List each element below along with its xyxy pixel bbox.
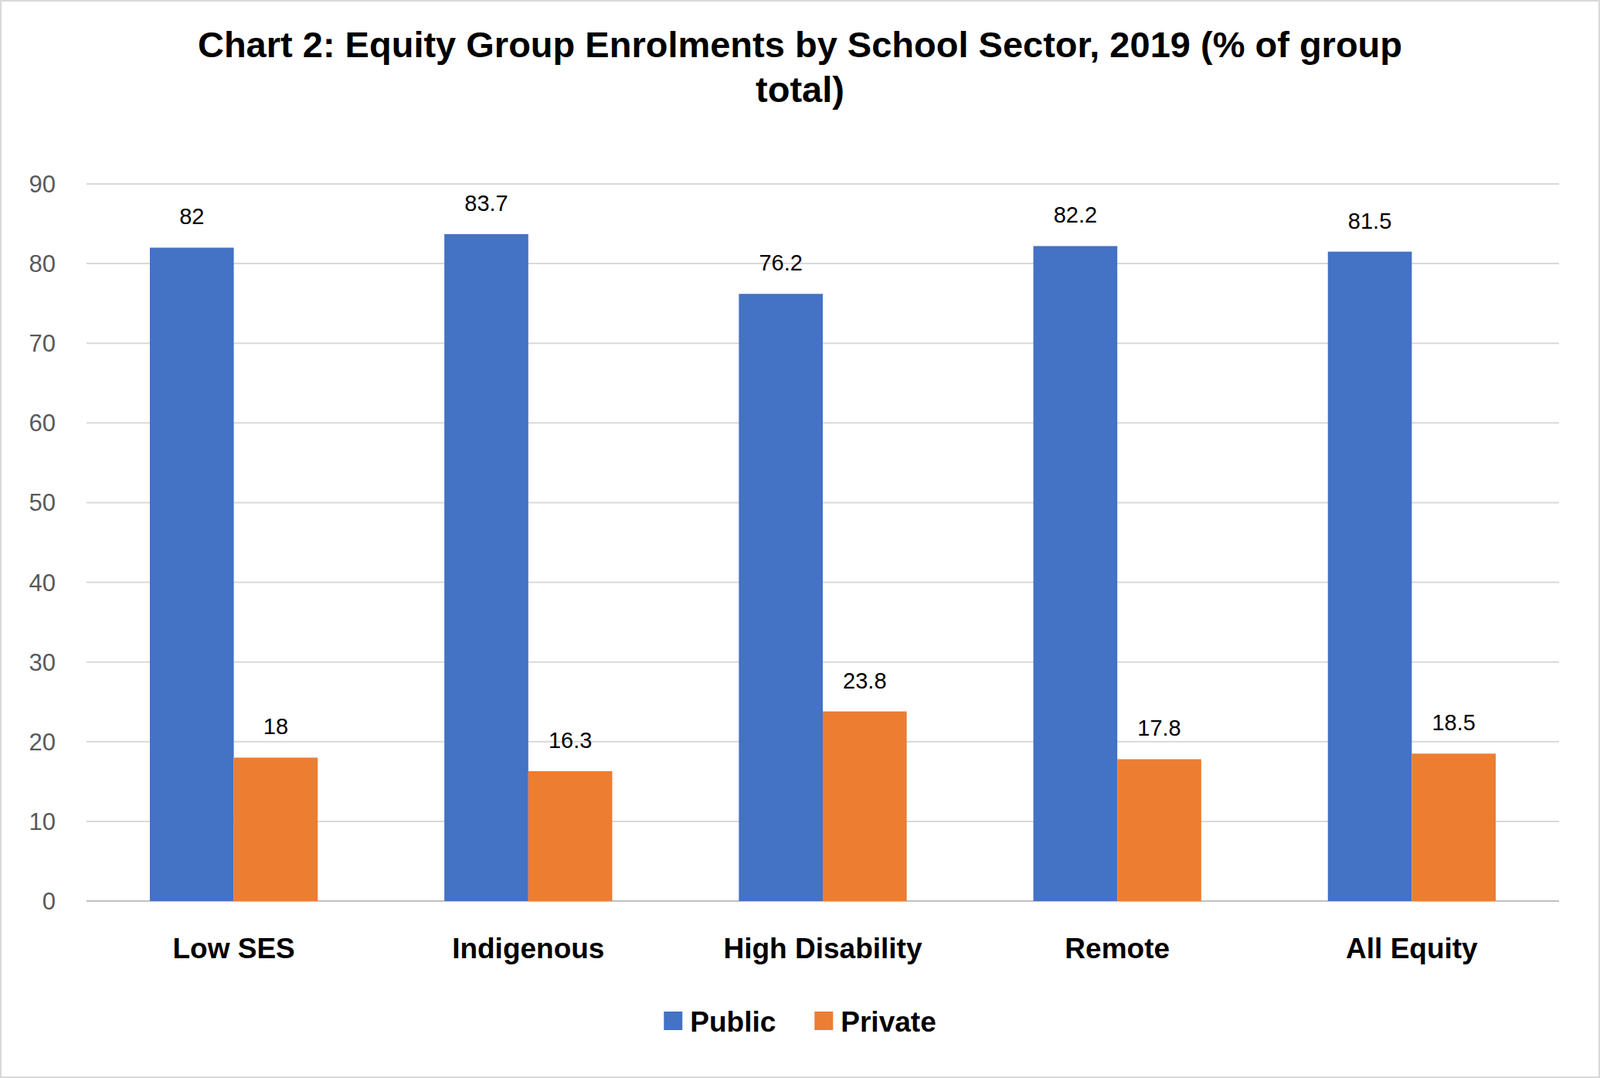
y-tick-label: 70 (29, 329, 56, 357)
bar (1328, 251, 1413, 901)
data-label: 18.5 (1431, 709, 1475, 735)
title-line: total) (755, 68, 845, 110)
legend: Public Private (663, 1005, 936, 1038)
data-label: 82 (179, 203, 204, 229)
grid-line (86, 183, 1560, 185)
y-tick-label: 90 (29, 170, 56, 198)
title: Chart 2: Equity Group Enrolments by Scho… (197, 23, 1403, 110)
bars (149, 234, 1496, 901)
category-label: Indigenous (451, 932, 605, 965)
bar (149, 247, 235, 901)
legend-label: Public (689, 1005, 776, 1038)
bar (1033, 245, 1118, 901)
frame (0, 0, 1600, 1077)
bar (738, 293, 823, 901)
legend-swatch (814, 1011, 833, 1030)
data-label: 83.7 (464, 190, 508, 216)
bar (1411, 753, 1496, 901)
legend-swatch (663, 1011, 683, 1030)
bar (234, 757, 319, 901)
legend-label: Private (840, 1005, 936, 1038)
y-tick-label: 0 (42, 887, 56, 915)
bar (1117, 758, 1202, 901)
category-label: All Equity (1345, 932, 1478, 965)
y-tick-label: 40 (29, 569, 56, 597)
data-label: 18 (263, 713, 289, 739)
category-label: Remote (1064, 932, 1170, 965)
data-label: 82.2 (1053, 202, 1098, 228)
y-tick-label: 50 (29, 489, 56, 517)
data-label: 23.8 (842, 668, 887, 693)
bar (528, 771, 613, 901)
y-tick-label: 30 (29, 648, 56, 677)
bar (444, 234, 529, 901)
category-label: High Disability (723, 932, 923, 965)
y-tick-label: 20 (29, 728, 56, 756)
data-label: 76.2 (758, 250, 802, 276)
y-tick-label: 10 (29, 808, 56, 836)
y-tick-label: 80 (29, 250, 56, 278)
data-label: 17.8 (1137, 715, 1181, 741)
y-tick-label: 60 (29, 409, 56, 437)
data-label: 81.5 (1348, 208, 1392, 234)
category-label: Low SES (172, 932, 295, 965)
data-label: 16.3 (548, 727, 592, 753)
bar (822, 711, 908, 901)
title-line: Chart 2: Equity Group Enrolments by Scho… (197, 23, 1403, 65)
chart: Chart 2: Equity Group Enrolments by Scho… (0, 0, 1600, 1078)
